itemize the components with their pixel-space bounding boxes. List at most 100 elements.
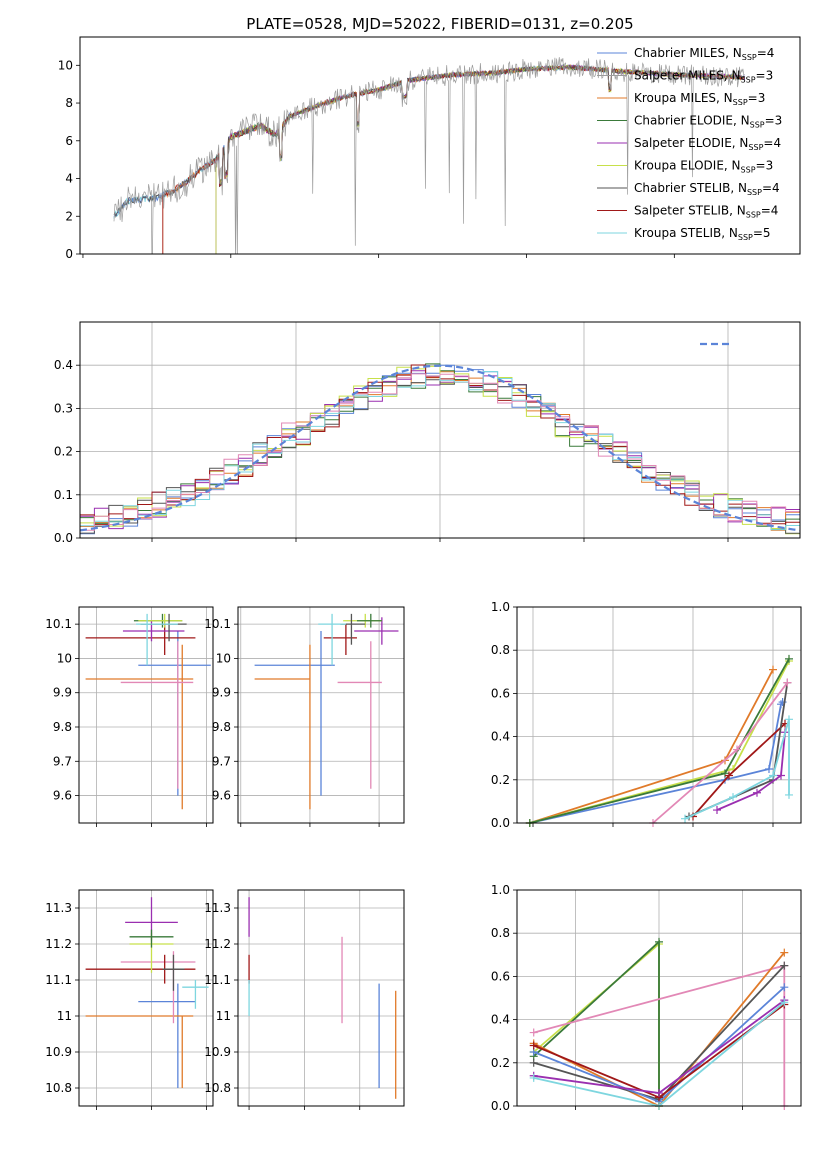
y-tick-label: 11 <box>216 1009 231 1023</box>
errorbar-point <box>354 617 399 645</box>
errorbar-point <box>254 644 311 810</box>
weight-series <box>525 657 793 827</box>
age-vs-mass-panel: 9.6 9.7 9.8 9.9 10 10.1 <box>204 606 405 827</box>
legend-label: Salpeter MILES, NSSP=3 <box>634 69 773 85</box>
y-tick-label: 9.7 <box>212 754 231 768</box>
y-tick-label: 10 <box>216 651 231 665</box>
y-tick-label: 8 <box>65 96 73 110</box>
y-tick-label: 0.2 <box>54 445 73 459</box>
errorbar-point <box>129 929 174 948</box>
errorbars <box>85 613 211 810</box>
spectrum-lines <box>113 57 746 254</box>
y-tick-label: 1.0 <box>491 883 510 897</box>
y-tick-label: 11.3 <box>204 901 231 915</box>
spectrum-panel: 0 2 4 6 8 10 Chabrier MILES, NSSP=4 Salpeter MI… <box>58 36 801 261</box>
spectrum-line <box>113 57 745 254</box>
weight-marker <box>783 678 792 687</box>
errorbar-point <box>254 631 335 796</box>
errorbar-point <box>85 644 194 810</box>
y-tick-label: 0.8 <box>491 926 510 940</box>
y-tick-label: 10 <box>58 58 73 72</box>
weight-marker <box>529 1058 538 1067</box>
y-tick-label: 0.2 <box>491 1056 510 1070</box>
legend-label: Chabrier MILES, NSSP=4 <box>634 46 774 62</box>
errorbar-point <box>120 641 194 789</box>
errorbar-point <box>138 983 196 1088</box>
y-tick-label: 0.0 <box>491 1099 510 1113</box>
errorbar-point <box>138 631 211 796</box>
y-tick-label: 10.8 <box>204 1081 231 1095</box>
legend-label: Salpeter ELODIE, NSSP=4 <box>634 136 781 152</box>
histogram-series <box>80 371 800 531</box>
errorbar-point <box>138 613 183 628</box>
y-tick-label: 10.1 <box>204 617 231 631</box>
errorbar-point <box>85 1015 194 1088</box>
plot-frame <box>516 889 802 1107</box>
weight-marker <box>729 793 737 802</box>
y-tick-label: 4 <box>65 172 73 186</box>
errorbar-point <box>340 613 366 645</box>
mass-vs-Z-panel: 10.8 10.9 11 11.1 11.2 11.3 <box>45 889 214 1110</box>
y-tick-label: 10 <box>57 651 72 665</box>
weight-marker <box>655 937 663 946</box>
y-tick-label: 11.3 <box>45 901 72 915</box>
y-tick-label: 11.1 <box>45 973 72 987</box>
legend-label: Salpeter STELIB, NSSP=4 <box>634 204 778 220</box>
weight-series <box>713 728 789 815</box>
y-tick-label: 1.0 <box>491 600 510 614</box>
errorbars <box>254 613 399 810</box>
weight-series <box>525 654 793 827</box>
y-tick-label: 0.3 <box>54 401 73 415</box>
errorbar-point <box>182 980 209 1009</box>
weight-marker <box>529 1073 538 1082</box>
y-tick-label: 10.1 <box>45 617 72 631</box>
weight-marker <box>765 765 773 773</box>
weight-line <box>692 722 786 818</box>
histograms <box>80 363 800 535</box>
weight-line <box>529 660 790 824</box>
y-tick-label: 0.1 <box>54 488 73 502</box>
y-tick-label: 9.6 <box>53 789 72 803</box>
y-tick-label: 0.0 <box>54 531 73 545</box>
weight-line <box>716 732 786 811</box>
y-tick-label: 2 <box>65 209 73 223</box>
weight-series <box>681 715 793 823</box>
plot-frame <box>78 889 214 1107</box>
y-tick-label: 9.8 <box>53 720 72 734</box>
plot-frame <box>79 321 801 539</box>
weight-marker <box>529 1028 538 1037</box>
y-tick-label: 0.2 <box>491 773 510 787</box>
weight-line <box>529 701 784 824</box>
y-tick-label: 11.2 <box>204 937 231 951</box>
y-tick-label: 0.8 <box>491 643 510 657</box>
y-tick-label: 6 <box>65 134 73 148</box>
errorbar-point <box>136 613 178 666</box>
y-tick-label: 10.9 <box>204 1045 231 1059</box>
y-tick-label: 9.6 <box>212 789 231 803</box>
age-vs-Z-panel: 9.6 9.7 9.8 9.9 10 10.1 <box>45 606 214 827</box>
y-tick-label: 9.8 <box>212 720 231 734</box>
weight-vs-Z-panel: 0.0 0.2 0.4 0.6 0.8 1.0 <box>491 883 802 1113</box>
y-tick-label: 0.4 <box>491 1013 510 1027</box>
figure-title: PLATE=0528, MJD=52022, FIBERID=0131, z=0… <box>246 15 633 33</box>
y-tick-label: 9.9 <box>53 686 72 700</box>
legend-label: Chabrier ELODIE, NSSP=3 <box>634 114 782 130</box>
weight-marker <box>780 983 789 992</box>
weight-line <box>529 658 790 824</box>
plot-frame <box>79 36 801 255</box>
plot-frame <box>78 606 214 824</box>
weight-vs-age-panel: 0.0 0.2 0.4 0.6 0.8 1.0 <box>491 600 802 830</box>
y-tick-label: 0 <box>65 247 73 261</box>
normal-curve <box>80 364 800 532</box>
errorbars <box>85 897 209 1088</box>
weight-marker <box>777 771 785 780</box>
mass-vs-ebv-panel: 10.8 10.9 11 11.1 11.2 11.3 <box>204 889 405 1110</box>
y-tick-label: 0.6 <box>491 969 510 983</box>
errorbar-point <box>85 624 196 655</box>
errorbar-point <box>337 641 382 789</box>
legend-label: Kroupa MILES, NSSP=3 <box>634 91 765 107</box>
weight-marker <box>780 998 789 1007</box>
errorbar-point <box>356 613 382 628</box>
weight-marker <box>681 814 689 823</box>
